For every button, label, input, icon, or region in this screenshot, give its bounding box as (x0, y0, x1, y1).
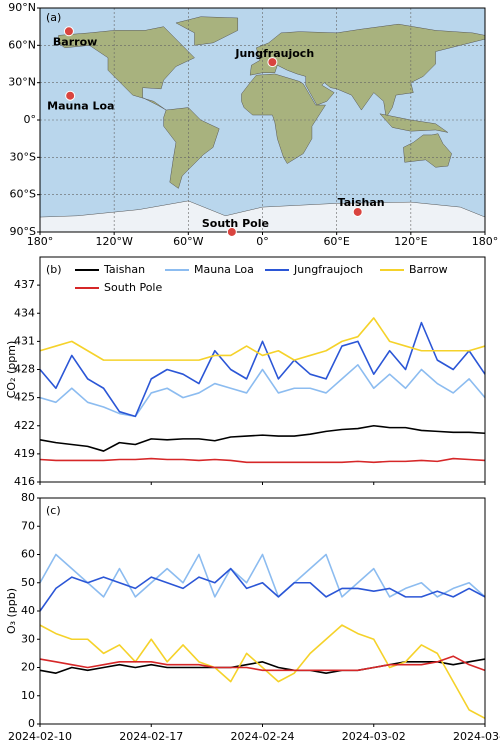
y-tick-label: 50 (21, 576, 35, 589)
station-label: Mauna Loa (47, 100, 114, 113)
plot-frame (39, 7, 486, 233)
x-tick-label: 2024-02-17 (119, 730, 183, 743)
station-marker (352, 206, 363, 217)
land (175, 16, 239, 46)
y-tick-label: 30°S (10, 150, 36, 163)
series-line (39, 658, 486, 674)
y-tick-label: 60 (21, 548, 35, 561)
plot-frame (39, 497, 486, 725)
x-tick-label: 120°E (394, 235, 427, 248)
legend-label: South Pole (104, 281, 162, 294)
y-tick-label: 428 (14, 363, 35, 376)
y-axis-label: CO₂ (ppm) (5, 341, 18, 399)
station-marker (226, 226, 237, 237)
y-tick-label: 422 (14, 419, 35, 432)
station-marker (65, 90, 76, 101)
x-tick-label: 180° (472, 235, 499, 248)
panel-label: (a) (46, 11, 61, 24)
y-tick-label: 0 (28, 717, 35, 730)
series-line (39, 553, 486, 598)
x-tick-label: 2024-02-10 (8, 730, 72, 743)
panel-label: (b) (46, 263, 62, 276)
station-label: Barrow (53, 35, 97, 48)
y-tick-label: 90°S (10, 225, 36, 238)
station-label: Taishan (338, 196, 385, 209)
land (379, 113, 449, 133)
x-tick-label: 0° (256, 235, 269, 248)
legend-label: Taishan (103, 263, 145, 276)
x-tick-label: 120°W (95, 235, 132, 248)
station-marker (63, 26, 74, 37)
land (249, 23, 486, 119)
x-tick-label: 60°W (173, 235, 203, 248)
y-tick-label: 40 (21, 604, 35, 617)
series-line (39, 567, 486, 612)
y-tick-label: 437 (14, 278, 35, 291)
x-tick-label: 2024-03-09 (453, 730, 500, 743)
land (163, 107, 220, 189)
station-label: South Pole (202, 217, 269, 230)
series-line (39, 364, 486, 418)
x-tick-label: 2024-02-24 (231, 730, 295, 743)
x-tick-label: 180° (27, 235, 54, 248)
legend-label: Barrow (409, 263, 448, 276)
y-tick-label: 419 (14, 447, 35, 460)
x-tick-label: 2024-03-02 (342, 730, 406, 743)
station-marker (267, 57, 278, 68)
y-tick-label: 0° (24, 113, 37, 126)
station-label: Jungfraujoch (234, 47, 314, 60)
y-tick-label: 434 (14, 306, 35, 319)
y-tick-label: 416 (14, 475, 35, 488)
series-line (39, 457, 486, 464)
panel-label: (c) (46, 504, 61, 517)
legend-label: Mauna Loa (194, 263, 254, 276)
series-line (39, 321, 486, 418)
y-tick-label: 425 (14, 391, 35, 404)
series-line (39, 624, 486, 720)
x-tick-label: 60°E (323, 235, 349, 248)
series-line (39, 424, 486, 452)
y-tick-label: 20 (21, 661, 35, 674)
y-tick-label: 90°N (8, 1, 36, 14)
land (403, 133, 452, 168)
y-tick-label: 70 (21, 519, 35, 532)
y-tick-label: 30°N (8, 76, 36, 89)
legend-label: Jungfraujoch (293, 263, 363, 276)
y-tick-label: 30 (21, 632, 35, 645)
series-line (39, 317, 486, 361)
y-tick-label: 431 (14, 334, 35, 347)
y-axis-label: O₃ (ppb) (5, 588, 18, 634)
y-tick-label: 80 (21, 491, 35, 504)
series-line (39, 655, 486, 672)
land (58, 26, 195, 111)
plot-frame (39, 256, 486, 483)
y-tick-label: 60°S (10, 188, 36, 201)
y-tick-label: 10 (21, 689, 35, 702)
y-tick-label: 60°N (8, 38, 36, 51)
